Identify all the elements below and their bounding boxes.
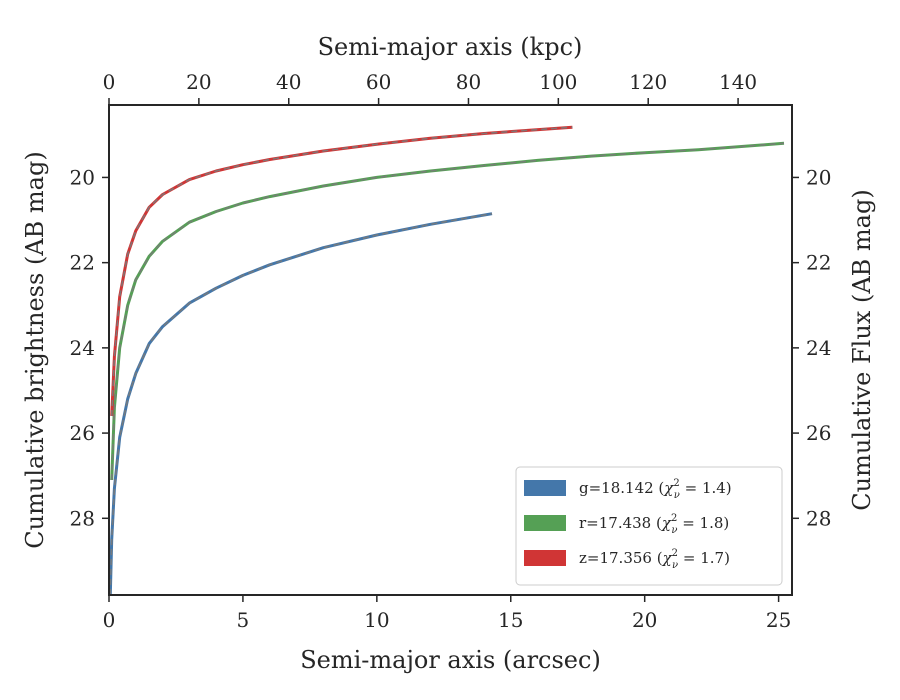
y-tick-label: 28 xyxy=(70,506,95,530)
legend-chi-symbol: χ xyxy=(661,514,672,532)
y2-tick-label: 22 xyxy=(806,251,831,275)
legend-series-name: r=17.438 ( xyxy=(579,514,662,532)
legend-box xyxy=(515,466,783,586)
y2-tick-label: 26 xyxy=(806,421,831,445)
y-axis-title: Cumulative brightness (AB mag) xyxy=(21,151,49,548)
legend-label-0: g=18.142 (χ2 ν = 1.4) xyxy=(579,478,732,501)
x-tick-label: 0 xyxy=(103,608,116,632)
legend-chi-superscript: 2 xyxy=(673,478,679,489)
y2-tick-label: 20 xyxy=(806,165,831,189)
legend-swatch-1 xyxy=(524,515,566,531)
x-axis-title: Semi-major axis (arcsec) xyxy=(300,646,601,674)
y-tick-label: 20 xyxy=(70,165,95,189)
y2-axis-title: Cumulative Flux (AB mag) xyxy=(848,189,876,510)
x-tick-label: 10 xyxy=(364,608,389,632)
y-tick-label: 24 xyxy=(70,336,95,360)
legend-swatch-0 xyxy=(524,480,566,496)
x-tick-label: 15 xyxy=(498,608,523,632)
series-line-1 xyxy=(110,141,785,481)
y-tick-label: 22 xyxy=(70,251,95,275)
series-line-2 xyxy=(110,125,573,417)
legend-chi-superscript: 2 xyxy=(672,548,678,559)
legend-chi-value: = 1.7) xyxy=(678,549,730,567)
legend-chi-subscript: ν xyxy=(671,525,677,536)
x2-tick-label: 60 xyxy=(366,70,391,94)
x2-tick-label: 140 xyxy=(719,70,757,94)
y2-tick-label: 24 xyxy=(806,336,831,360)
legend-chi-subscript: ν xyxy=(672,560,678,571)
x2-tick-label: 0 xyxy=(103,70,116,94)
x2-tick-label: 40 xyxy=(276,70,301,94)
series-model-line-1 xyxy=(110,142,785,481)
legend-chi-symbol: χ xyxy=(662,549,673,567)
legend-chi-value: = 1.4) xyxy=(680,479,732,497)
x2-tick-label: 120 xyxy=(629,70,667,94)
x2-tick-label: 20 xyxy=(186,70,211,94)
x2-axis-title: Semi-major axis (kpc) xyxy=(318,33,583,61)
legend-chi-symbol: χ xyxy=(663,479,674,497)
series-model-line-2 xyxy=(110,126,573,417)
series-model-line-0 xyxy=(109,212,493,596)
series-line-0 xyxy=(108,212,493,596)
y-tick-label: 26 xyxy=(70,421,95,445)
plot-frame xyxy=(108,104,793,596)
legend-series-name: z=17.356 ( xyxy=(579,549,663,567)
x-tick-label: 20 xyxy=(632,608,657,632)
legend-label-2: z=17.356 (χ2 ν = 1.7) xyxy=(579,548,730,571)
x-tick-label: 25 xyxy=(766,608,791,632)
legend-label-1: r=17.438 (χ2 ν = 1.8) xyxy=(579,513,729,536)
legend-chi-superscript: 2 xyxy=(671,513,677,524)
x-tick-label: 5 xyxy=(237,608,250,632)
legend-chi-value: = 1.8) xyxy=(677,514,729,532)
legend-series-name: g=18.142 ( xyxy=(579,479,664,497)
x2-tick-label: 80 xyxy=(456,70,481,94)
legend-swatch-2 xyxy=(524,550,566,566)
legend-chi-subscript: ν xyxy=(674,490,680,501)
x2-tick-label: 100 xyxy=(539,70,577,94)
y2-tick-label: 28 xyxy=(806,506,831,530)
